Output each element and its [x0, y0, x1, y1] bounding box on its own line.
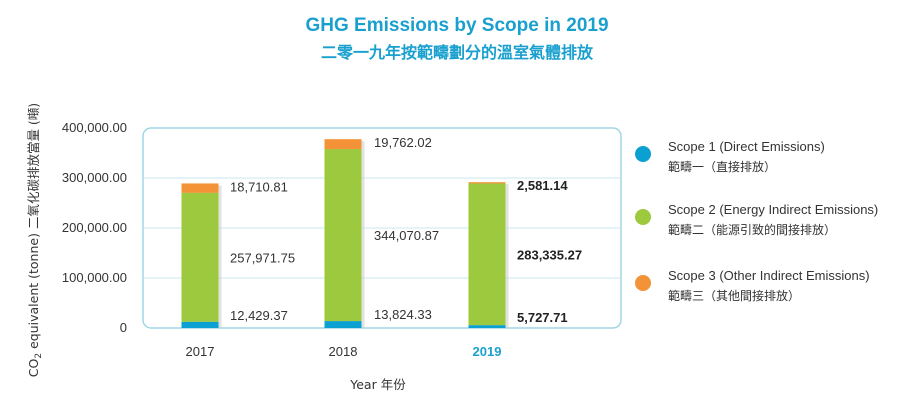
- data-labels: 12,429.37 257,971.75 18,710.81 13,824.33 344…: [230, 135, 582, 325]
- data-label-scope-1-2018: 13,824.33: [374, 307, 432, 322]
- legend-label-scope-2: Scope 2 (Energy Indirect Emissions): [668, 202, 878, 217]
- y-tick-label: 300,000.00: [62, 170, 127, 185]
- data-label-scope-1-2017: 12,429.37: [230, 308, 288, 323]
- bar-segment-scope-2-2017: [181, 192, 219, 322]
- gridlines: [143, 177, 621, 279]
- legend-marker-scope-3: [635, 275, 651, 291]
- y-axis-title-subscript: 2: [34, 353, 44, 359]
- x-category-2019: 2019: [473, 344, 502, 359]
- x-category-2017: 2017: [186, 344, 215, 359]
- bars: [181, 139, 509, 328]
- x-axis-categories: 2017 2018 2019: [186, 344, 502, 359]
- legend-marker-scope-1: [635, 146, 651, 162]
- data-label-scope-3-2018: 19,762.02: [374, 135, 432, 150]
- bar-segment-scope-1-2018: [324, 321, 362, 328]
- chart-title: GHG Emissions by Scope in 2019: [305, 15, 608, 36]
- data-label-scope-3-2017: 18,710.81: [230, 179, 288, 194]
- y-tick-label: 100,000.00: [62, 270, 127, 285]
- data-label-scope-1-2019: 5,727.71: [517, 310, 568, 325]
- data-label-scope-3-2019: 2,581.14: [517, 178, 568, 193]
- y-tick-label: 400,000.00: [62, 120, 127, 135]
- bar-segment-scope-3-2017: [181, 183, 219, 193]
- legend-label-zh-scope-2: 範疇二（能源引致的間接排放）: [668, 222, 836, 237]
- bar-segment-scope-2-2018: [324, 149, 362, 322]
- data-label-scope-2-2019: 283,335.27: [517, 247, 582, 262]
- data-label-scope-2-2018: 344,070.87: [374, 228, 439, 243]
- y-axis-title-main: CO: [26, 358, 41, 377]
- y-axis-title: CO2 equivalent (tonne) 二氧化碳排放當量 (噸): [26, 103, 44, 377]
- legend-label-zh-scope-1: 範疇一（直接排放）: [668, 159, 776, 174]
- legend: Scope 1 (Direct Emissions) 範疇一（直接排放） Sco…: [635, 139, 878, 303]
- legend-label-scope-1: Scope 1 (Direct Emissions): [668, 139, 825, 154]
- bar-segment-scope-2-2019: [468, 183, 506, 326]
- x-category-2018: 2018: [329, 344, 358, 359]
- legend-label-zh-scope-3: 範疇三（其他間接排放）: [668, 288, 800, 303]
- y-tick-label: 200,000.00: [62, 220, 127, 235]
- bar-segment-scope-3-2019: [468, 182, 506, 184]
- y-axis-ticks: 0 100,000.00 200,000.00 300,000.00 400,000.0…: [62, 120, 127, 335]
- bar-segment-scope-3-2018: [324, 139, 362, 150]
- chart-subtitle: 二零一九年按範疇劃分的溫室氣體排放: [321, 43, 594, 62]
- y-axis-title-rest: equivalent (tonne) 二氧化碳排放當量 (噸): [26, 103, 41, 353]
- y-tick-label: 0: [120, 320, 127, 335]
- legend-label-scope-3: Scope 3 (Other Indirect Emissions): [668, 268, 870, 283]
- x-axis-title: Year 年份: [349, 377, 406, 392]
- data-label-scope-2-2017: 257,971.75: [230, 250, 295, 265]
- bar-segment-scope-1-2017: [181, 321, 219, 328]
- bar-segment-scope-1-2019: [468, 325, 506, 328]
- legend-marker-scope-2: [635, 209, 651, 225]
